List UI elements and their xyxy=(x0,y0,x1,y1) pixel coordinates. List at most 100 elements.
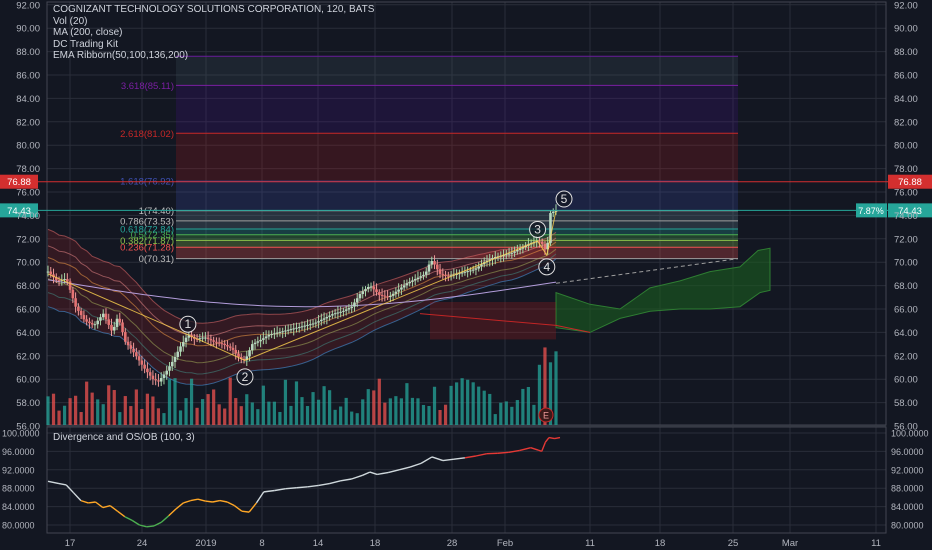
candle-body xyxy=(231,347,235,350)
volume-bar xyxy=(432,386,437,425)
candle-body xyxy=(447,275,450,277)
volume-bar xyxy=(228,377,232,425)
oscillator-title: Divergence and OS/OB (100, 3) xyxy=(53,432,195,443)
volume-bar xyxy=(477,386,481,425)
candle-body xyxy=(419,276,423,278)
candle-body xyxy=(275,332,279,334)
candle-body xyxy=(132,348,135,353)
fib-zone xyxy=(176,85,738,134)
candle-body xyxy=(71,289,75,299)
candle-body xyxy=(124,332,127,342)
candle-body xyxy=(444,274,447,276)
candle-body xyxy=(66,279,69,282)
elliott-wave: 1 2 3 4 5 xyxy=(47,190,573,386)
candle-body xyxy=(184,337,188,343)
osc-tick-label-right: 100.0000 xyxy=(891,429,929,439)
y-tick-label-left: 68.00 xyxy=(16,281,40,292)
volume-bar xyxy=(156,408,161,425)
volume-bar xyxy=(543,347,547,425)
volume-bar xyxy=(339,406,343,425)
volume-bar xyxy=(167,379,172,425)
x-tick-label: 11 xyxy=(871,538,881,549)
volume-bar xyxy=(322,386,326,425)
candle-body xyxy=(206,337,210,339)
volume-bar xyxy=(90,392,94,425)
volume-bar xyxy=(178,410,183,425)
candle-body xyxy=(438,269,442,274)
legend-item-ema-ribbon: EMA Ribborn(50,100,136,200) xyxy=(53,50,189,61)
volume-bar xyxy=(493,414,497,425)
volume-bar xyxy=(195,407,199,425)
candle-body xyxy=(157,380,160,382)
x-tick-label: 11 xyxy=(585,538,595,549)
x-tick-label: 2019 xyxy=(195,538,216,549)
candle-body xyxy=(187,335,191,338)
candle-body xyxy=(239,356,243,359)
fib-zone xyxy=(176,56,738,86)
oscillator-segment xyxy=(307,484,319,488)
candle-body xyxy=(74,298,77,307)
oscillator: 80.0000 80.0000 84.0000 84.0000 88.0000 88.00… xyxy=(2,429,929,531)
y-tick-label-left: 72.00 xyxy=(16,234,40,245)
wave-label-circle xyxy=(529,220,547,238)
y-tick-label-left: 92.00 xyxy=(16,0,40,11)
volume-bar xyxy=(234,398,238,425)
candle-body xyxy=(366,287,370,290)
candle-body xyxy=(540,241,544,245)
candle-body xyxy=(449,275,453,277)
y-tick-label-left: 62.00 xyxy=(16,351,40,362)
y-tick-label-right: 60.00 xyxy=(894,375,918,386)
candle-body xyxy=(162,374,166,379)
volume-bar xyxy=(410,397,415,425)
candle-body xyxy=(264,336,268,339)
volume-bar xyxy=(118,412,122,425)
fib-level-label: 0.5(72.35) xyxy=(131,230,174,241)
wave-path xyxy=(47,210,557,362)
volume-bar xyxy=(145,393,149,425)
volume-bar xyxy=(300,397,304,425)
candle-body xyxy=(151,375,155,380)
candle-body xyxy=(57,279,61,281)
volume-bar xyxy=(482,390,486,425)
volume-bar xyxy=(488,393,492,425)
candle-body xyxy=(320,319,323,322)
oscillator-segment xyxy=(431,456,444,462)
price-candles xyxy=(46,204,558,387)
candle-body xyxy=(262,338,265,340)
right-price-tag xyxy=(888,174,932,189)
x-tick-label: Mar xyxy=(782,538,798,549)
oscillator-segment xyxy=(530,447,539,451)
volume-bar xyxy=(554,351,558,425)
candle-body xyxy=(339,311,342,313)
volume-bar xyxy=(151,396,155,425)
right-price-tag-label: 76.88 xyxy=(898,177,922,188)
ma-200-line xyxy=(47,279,557,308)
candle-body xyxy=(176,351,180,357)
candle-body xyxy=(256,341,260,343)
volume-bar xyxy=(510,406,514,425)
candle-body xyxy=(306,324,309,326)
oscillator-pane-frame xyxy=(46,426,887,534)
volume-bar xyxy=(272,401,276,425)
candle-body xyxy=(245,356,249,361)
candle-body xyxy=(286,329,290,331)
fib-level-label: 0(70.31) xyxy=(139,254,174,265)
x-tick-label: 18 xyxy=(655,538,666,549)
oscillator-segment xyxy=(329,480,341,485)
right-price-tag-label: 74.43 xyxy=(898,206,922,217)
candle-body xyxy=(433,261,436,265)
candle-body xyxy=(77,306,80,311)
change-tag-label: 7.87% xyxy=(858,206,884,216)
candle-body xyxy=(129,345,133,349)
candle-body xyxy=(424,271,428,275)
candle-body xyxy=(170,361,174,367)
candle-body xyxy=(63,279,66,281)
osc-tick-label-right: 92.0000 xyxy=(891,465,924,475)
oscillator-segment xyxy=(197,498,206,502)
volume-bar xyxy=(96,399,100,425)
volume-bar xyxy=(189,378,194,425)
candle-body xyxy=(110,324,113,331)
x-tick-label: 25 xyxy=(728,538,739,549)
candle-body xyxy=(521,247,525,249)
oscillator-segment xyxy=(475,453,488,457)
